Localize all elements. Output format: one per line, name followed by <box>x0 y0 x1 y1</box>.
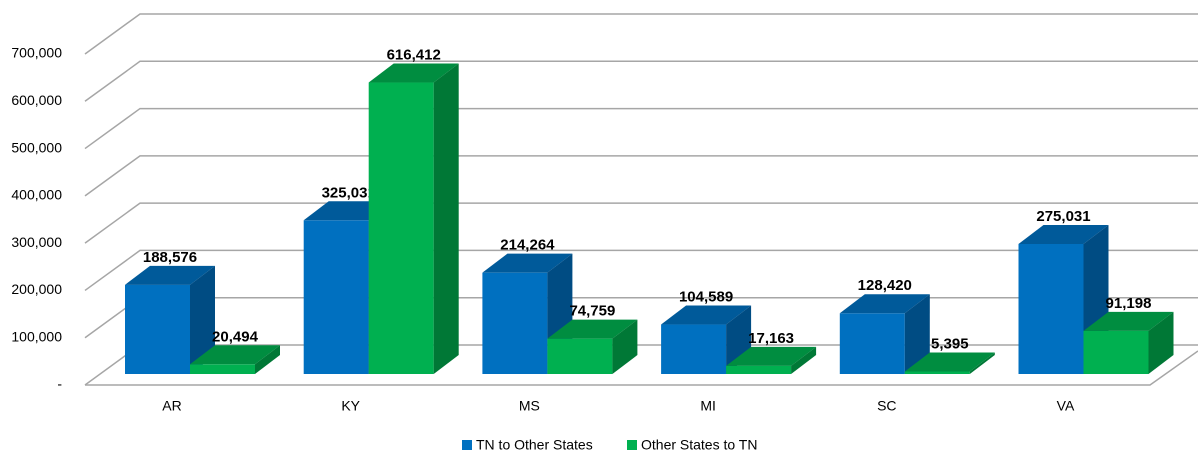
grid-line <box>84 155 1198 197</box>
data-label: 74,759 <box>569 303 615 320</box>
y-tick-label: 400,000 <box>11 187 62 203</box>
data-label: 128,420 <box>858 277 912 294</box>
grid-line <box>84 13 1198 55</box>
bar-top <box>482 253 573 273</box>
bar-side <box>612 319 638 374</box>
y-tick-label: 200,000 <box>11 281 62 297</box>
y-tick-label: 700,000 <box>11 45 62 61</box>
bar-top <box>726 346 817 366</box>
legend-swatch <box>627 440 637 450</box>
data-label: 275,031 <box>1036 208 1090 225</box>
bar-top <box>190 345 280 365</box>
floor <box>85 350 1198 386</box>
bar-top <box>1083 311 1174 331</box>
bar-front <box>661 324 727 374</box>
grid-line <box>84 107 1198 150</box>
x-tick-label: SC <box>877 398 896 414</box>
bar-front <box>839 313 905 374</box>
bar-front <box>303 220 369 374</box>
bar-front <box>1018 243 1084 374</box>
y-tick-label: - <box>57 376 62 392</box>
bar-front <box>547 338 613 374</box>
bar-top <box>1018 224 1109 244</box>
x-tick-label: VA <box>1057 398 1075 414</box>
bar-front <box>1083 330 1149 374</box>
y-tick-label: 300,000 <box>11 234 62 250</box>
x-tick-label: MI <box>700 398 716 414</box>
bar-front <box>726 365 792 374</box>
grid-line <box>84 60 1198 102</box>
data-label: 325,031 <box>322 184 376 201</box>
data-label: 188,576 <box>143 249 197 266</box>
bar-top <box>839 294 930 314</box>
x-tick-label: AR <box>162 398 181 414</box>
legend-label: TN to Other States <box>476 437 593 453</box>
x-tick-label: MS <box>519 398 540 414</box>
y-tick-label: 100,000 <box>11 328 62 344</box>
y-tick-label: 500,000 <box>11 139 62 155</box>
data-label: 214,264 <box>500 237 555 254</box>
bar-side <box>433 63 459 375</box>
data-label: 104,589 <box>679 289 733 306</box>
bar-top <box>904 352 995 372</box>
data-label: 20,494 <box>212 328 259 345</box>
bar-top <box>661 305 752 325</box>
bar-side <box>791 346 817 374</box>
data-label: 91,198 <box>1106 295 1152 312</box>
bar-side <box>969 352 995 374</box>
bar-top <box>125 265 215 285</box>
data-label: 17,163 <box>748 330 794 347</box>
legend-swatch <box>462 440 472 450</box>
grid-line <box>84 249 1198 292</box>
bar-front <box>904 371 970 374</box>
data-label: 616,412 <box>387 46 441 63</box>
bar-front <box>482 272 548 374</box>
data-label: 5,395 <box>931 335 969 352</box>
bar-side <box>1148 311 1174 374</box>
y-tick-label: 600,000 <box>11 92 62 108</box>
x-tick-label: KY <box>341 398 360 414</box>
bar-top <box>547 319 638 339</box>
bar-top <box>368 63 459 83</box>
bar-front <box>368 82 434 375</box>
bar-side <box>255 345 280 374</box>
bar-front <box>190 364 255 374</box>
bar-front <box>125 284 190 374</box>
legend-label: Other States to TN <box>641 437 757 453</box>
bar-side <box>904 294 930 374</box>
grid-line <box>84 202 1198 244</box>
bar-side <box>190 265 215 374</box>
